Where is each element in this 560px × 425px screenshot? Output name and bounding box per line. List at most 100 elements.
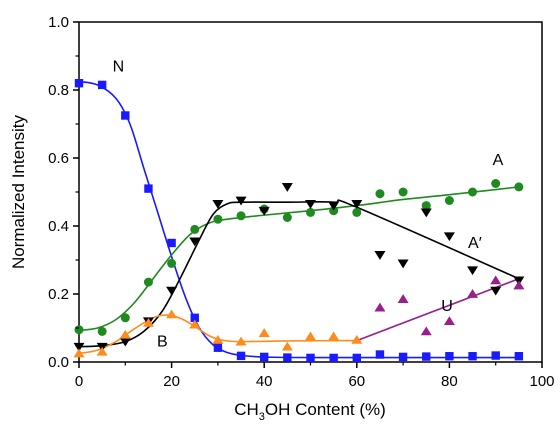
series-3-point-9 bbox=[281, 341, 293, 351]
series-3-point-10 bbox=[305, 331, 316, 341]
x-tick-label-60: 60 bbox=[348, 373, 365, 390]
series-2-point-4 bbox=[166, 286, 178, 296]
y-tick-label-0.2: 0.2 bbox=[48, 286, 69, 303]
fit-curves bbox=[78, 80, 520, 359]
annotation-3: B bbox=[157, 334, 168, 351]
series-2-point-17 bbox=[467, 266, 479, 276]
series-4-point-6 bbox=[513, 280, 525, 290]
series-2-point-6 bbox=[212, 200, 224, 209]
series-2-point-15 bbox=[420, 208, 432, 218]
series-0-point-15 bbox=[422, 352, 431, 361]
series-1-point-3 bbox=[143, 277, 153, 287]
x-tick-label-0: 0 bbox=[75, 373, 83, 390]
series-0-point-0 bbox=[74, 79, 84, 88]
y-tick-label-0.6: 0.6 bbox=[48, 150, 69, 167]
annotation-4: U bbox=[441, 298, 453, 315]
series-0-point-9 bbox=[283, 353, 292, 362]
series-0-point-12 bbox=[352, 353, 361, 363]
series-0-point-4 bbox=[167, 238, 176, 248]
series-1-point-17 bbox=[468, 187, 478, 197]
y-axis: 0.0 0.2 0.4 0.6 0.8 1.0 bbox=[48, 14, 79, 371]
series-3-point-0 bbox=[73, 348, 85, 358]
series-2-fit-line bbox=[78, 199, 520, 348]
series-2-point-12 bbox=[351, 200, 363, 209]
series-2-point-0 bbox=[73, 342, 85, 352]
series-0-point-14 bbox=[398, 352, 408, 362]
series-1-point-5 bbox=[190, 224, 200, 234]
series-1-point-18 bbox=[491, 179, 501, 188]
series-3-point-2 bbox=[119, 329, 131, 339]
series-1-point-13 bbox=[375, 189, 385, 199]
x-axis-title-rest: OH Content (%) bbox=[265, 400, 386, 419]
series-1-point-0 bbox=[74, 325, 84, 335]
series-0-point-8 bbox=[260, 352, 269, 362]
series-3-point-3 bbox=[142, 317, 154, 327]
series-2-point-13 bbox=[374, 251, 386, 260]
y-tick-label-1: 1.0 bbox=[48, 14, 69, 31]
x-tick-label-80: 80 bbox=[441, 373, 458, 390]
series-4-point-3 bbox=[443, 316, 455, 326]
series-1-point-6 bbox=[213, 214, 223, 224]
annotation-1: A bbox=[493, 152, 504, 169]
series-1-point-1 bbox=[97, 326, 107, 336]
series-0-point-2 bbox=[121, 111, 130, 120]
y-tick-label-0.4: 0.4 bbox=[48, 218, 69, 235]
series-0-point-10 bbox=[306, 353, 315, 363]
series-2-point-18 bbox=[490, 286, 502, 296]
series-0-point-5 bbox=[190, 313, 199, 322]
series-2-point-7 bbox=[235, 196, 247, 206]
series-1-point-19 bbox=[514, 182, 524, 192]
series-2-point-10 bbox=[305, 200, 316, 209]
series-1-point-9 bbox=[282, 213, 292, 222]
series-4-point-2 bbox=[420, 326, 432, 336]
series-4-point-0 bbox=[374, 302, 386, 312]
series-3-point-7 bbox=[235, 336, 247, 346]
series-2-point-5 bbox=[189, 237, 201, 247]
plot-area: N A A′ B U bbox=[73, 21, 543, 363]
annotation-2: A′ bbox=[468, 235, 482, 252]
series-3-point-5 bbox=[189, 319, 201, 329]
series-0-point-13 bbox=[375, 350, 385, 359]
series-0-point-17 bbox=[468, 352, 477, 361]
series-0-point-6 bbox=[213, 343, 223, 352]
y-axis-title: Normalized Intensity bbox=[9, 115, 28, 270]
series-2-point-14 bbox=[397, 259, 409, 269]
series-0-fit-line bbox=[78, 80, 519, 359]
series-0-point-3 bbox=[144, 184, 153, 193]
series-annotations: N A A′ B U bbox=[113, 58, 504, 350]
series-3-point-6 bbox=[212, 334, 224, 344]
series-2-point-16 bbox=[443, 232, 455, 242]
series-3-point-8 bbox=[258, 328, 270, 337]
series-0-point-16 bbox=[445, 352, 454, 361]
x-axis-title-main: CH bbox=[234, 400, 259, 419]
series-1-point-10 bbox=[306, 207, 315, 217]
y-tick-label-0: 0.0 bbox=[48, 354, 69, 371]
series-2-point-9 bbox=[281, 183, 293, 192]
x-tick-label-40: 40 bbox=[256, 373, 273, 390]
series-3-point-4 bbox=[166, 309, 178, 319]
x-tick-label-20: 20 bbox=[163, 373, 180, 390]
series-1-point-4 bbox=[167, 258, 177, 268]
series-4-point-5 bbox=[490, 275, 502, 285]
series-3-point-12 bbox=[351, 334, 363, 344]
series-1-point-14 bbox=[398, 187, 408, 197]
series-3-point-11 bbox=[328, 331, 340, 341]
series-0-point-11 bbox=[329, 353, 338, 363]
series-1-point-16 bbox=[444, 196, 454, 205]
y-tick-label-0.8: 0.8 bbox=[48, 82, 69, 99]
series-3-point-1 bbox=[96, 346, 108, 356]
series-0-point-7 bbox=[236, 351, 246, 361]
series-1-point-12 bbox=[352, 207, 362, 217]
series-1-point-11 bbox=[329, 206, 339, 216]
series-1-point-7 bbox=[236, 211, 246, 221]
x-axis-title-subscript: 3 bbox=[259, 411, 265, 423]
series-0-point-1 bbox=[97, 80, 107, 90]
series-4-point-1 bbox=[397, 294, 409, 303]
series-1-point-2 bbox=[120, 313, 130, 323]
data-markers bbox=[73, 79, 525, 363]
x-axis: 0 20 40 60 80 100 bbox=[75, 362, 555, 390]
series-4-point-4 bbox=[467, 289, 479, 298]
series-1-point-15 bbox=[421, 201, 431, 211]
series-2-point-8 bbox=[258, 206, 270, 216]
